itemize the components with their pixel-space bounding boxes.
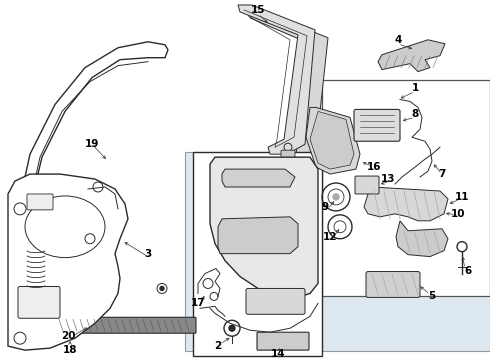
Text: 19: 19 [85,139,99,149]
Polygon shape [238,5,315,154]
Text: 9: 9 [321,202,329,212]
FancyBboxPatch shape [54,317,196,333]
FancyBboxPatch shape [257,332,309,350]
Text: 16: 16 [367,162,381,172]
Circle shape [229,325,235,331]
Polygon shape [310,111,354,169]
FancyBboxPatch shape [27,194,53,210]
Polygon shape [378,40,445,72]
Text: 2: 2 [215,341,221,351]
FancyBboxPatch shape [354,109,400,141]
Text: 3: 3 [145,249,151,258]
FancyBboxPatch shape [18,287,60,318]
Text: 12: 12 [323,232,337,242]
Text: 18: 18 [63,345,77,355]
Text: 10: 10 [451,209,465,219]
Polygon shape [222,169,295,187]
FancyBboxPatch shape [246,288,305,314]
Text: 20: 20 [61,331,75,341]
Polygon shape [364,187,448,221]
Circle shape [160,287,164,291]
Polygon shape [396,221,448,257]
Polygon shape [193,152,322,356]
Polygon shape [306,107,360,174]
Circle shape [333,194,339,200]
Text: 6: 6 [465,266,472,275]
Polygon shape [218,217,298,254]
Polygon shape [250,12,328,157]
FancyBboxPatch shape [366,271,420,297]
Text: 5: 5 [428,291,436,301]
Text: 14: 14 [270,349,285,359]
Text: 13: 13 [381,174,395,184]
FancyBboxPatch shape [322,80,490,296]
FancyBboxPatch shape [185,152,490,351]
Text: 4: 4 [394,35,402,45]
Text: 1: 1 [412,82,418,93]
Text: 11: 11 [455,192,469,202]
FancyBboxPatch shape [355,176,379,194]
Text: 15: 15 [251,5,265,15]
Polygon shape [8,174,128,350]
Polygon shape [210,157,318,298]
Text: 8: 8 [412,109,418,120]
FancyBboxPatch shape [281,150,295,160]
Text: 17: 17 [191,298,205,309]
Text: 7: 7 [439,169,446,179]
